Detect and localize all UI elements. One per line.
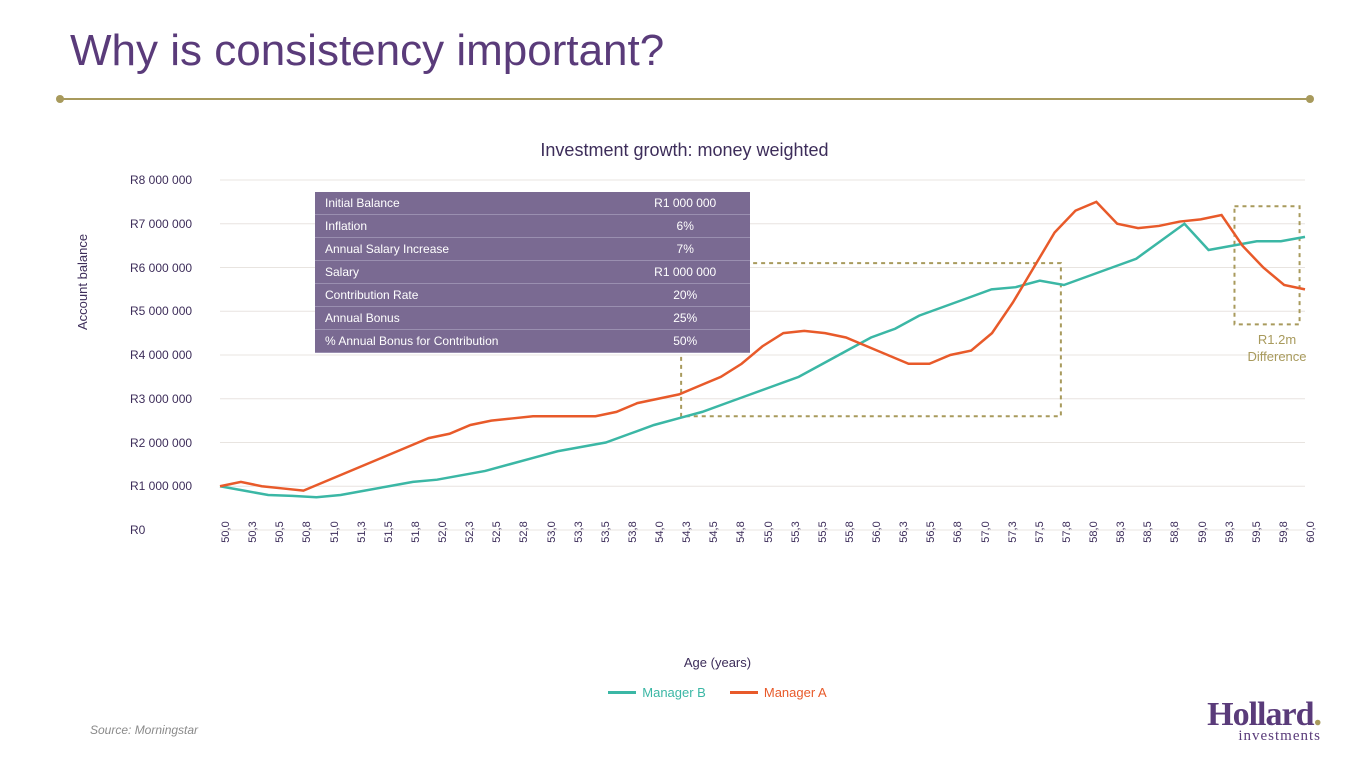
x-tick: 53,3 (573, 521, 585, 542)
brand-logo: Hollard. investments (1207, 696, 1321, 745)
x-tick: 54,3 (681, 521, 693, 542)
legend-label: Manager B (642, 685, 706, 700)
x-tick: 50,0 (220, 521, 232, 542)
x-tick: 59,0 (1197, 521, 1209, 542)
x-tick: 52,0 (437, 521, 449, 542)
y-tick: R4 000 000 (130, 348, 192, 362)
x-tick: 51,3 (356, 521, 368, 542)
param-label: Contribution Rate (315, 284, 620, 307)
param-value: 20% (620, 284, 750, 307)
x-tick: 58,0 (1088, 521, 1100, 542)
legend-item: Manager A (730, 685, 827, 700)
x-tick: 59,5 (1251, 521, 1263, 542)
x-tick: 60,0 (1305, 521, 1317, 542)
x-tick: 56,0 (871, 521, 883, 542)
param-value: 50% (620, 330, 750, 353)
x-tick: 52,3 (464, 521, 476, 542)
param-value: 25% (620, 307, 750, 330)
y-tick: R8 000 000 (130, 173, 192, 187)
x-tick: 55,0 (763, 521, 775, 542)
x-tick: 55,3 (790, 521, 802, 542)
param-row: Initial BalanceR1 000 000 (315, 192, 750, 215)
param-row: Annual Salary Increase7% (315, 238, 750, 261)
param-row: Inflation6% (315, 215, 750, 238)
y-tick: R2 000 000 (130, 436, 192, 450)
legend-item: Manager B (608, 685, 706, 700)
y-tick: R0 (130, 523, 145, 537)
y-tick: R5 000 000 (130, 304, 192, 318)
x-tick: 52,5 (491, 521, 503, 542)
x-tick: 50,3 (247, 521, 259, 542)
x-tick: 57,3 (1007, 521, 1019, 542)
x-tick: 50,8 (301, 521, 313, 542)
x-tick: 57,5 (1034, 521, 1046, 542)
x-tick: 56,8 (952, 521, 964, 542)
x-tick: 59,8 (1278, 521, 1290, 542)
y-tick: R7 000 000 (130, 217, 192, 231)
param-label: Annual Bonus (315, 307, 620, 330)
param-row: SalaryR1 000 000 (315, 261, 750, 284)
plot-region: 50,050,350,550,851,051,351,551,852,052,3… (220, 180, 1305, 530)
x-tick: 58,3 (1115, 521, 1127, 542)
x-tick: 57,8 (1061, 521, 1073, 542)
y-tick: R1 000 000 (130, 479, 192, 493)
param-label: Salary (315, 261, 620, 284)
x-tick: 54,8 (735, 521, 747, 542)
legend-swatch (730, 691, 758, 694)
param-value: R1 000 000 (620, 261, 750, 284)
x-axis-label: Age (years) (130, 655, 1305, 670)
x-tick: 59,3 (1224, 521, 1236, 542)
legend-label: Manager A (764, 685, 827, 700)
legend-swatch (608, 691, 636, 694)
x-tick: 55,5 (817, 521, 829, 542)
parameters-table: Initial BalanceR1 000 000Inflation6%Annu… (315, 192, 750, 353)
x-tick: 51,0 (329, 521, 341, 542)
x-tick: 53,0 (546, 521, 558, 542)
x-tick: 54,0 (654, 521, 666, 542)
x-tick: 53,5 (600, 521, 612, 542)
chart-area: Account balance Age (years) R0R1 000 000… (130, 180, 1305, 600)
param-value: 7% (620, 238, 750, 261)
x-tick: 53,8 (627, 521, 639, 542)
param-row: Contribution Rate20% (315, 284, 750, 307)
legend: Manager B Manager A (130, 682, 1305, 700)
source-text: Source: Morningstar (90, 723, 198, 737)
slide-title: Why is consistency important? (70, 26, 664, 76)
x-tick: 51,5 (383, 521, 395, 542)
param-label: Initial Balance (315, 192, 620, 215)
difference-annotation: R1.2m Difference (1224, 332, 1329, 366)
x-tick: 55,8 (844, 521, 856, 542)
param-label: Inflation (315, 215, 620, 238)
param-label: % Annual Bonus for Contribution (315, 330, 620, 353)
y-tick: R3 000 000 (130, 392, 192, 406)
param-row: Annual Bonus25% (315, 307, 750, 330)
x-tick: 51,8 (410, 521, 422, 542)
x-tick: 58,8 (1169, 521, 1181, 542)
x-tick: 56,5 (925, 521, 937, 542)
x-tick: 52,8 (518, 521, 530, 542)
x-tick: 57,0 (980, 521, 992, 542)
x-tick: 58,5 (1142, 521, 1154, 542)
y-tick: R6 000 000 (130, 261, 192, 275)
param-label: Annual Salary Increase (315, 238, 620, 261)
chart-title: Investment growth: money weighted (0, 140, 1369, 161)
x-tick: 56,3 (898, 521, 910, 542)
y-axis-label: Account balance (75, 234, 90, 330)
param-value: R1 000 000 (620, 192, 750, 215)
param-row: % Annual Bonus for Contribution50% (315, 330, 750, 353)
title-rule (60, 98, 1310, 100)
param-value: 6% (620, 215, 750, 238)
x-tick: 50,5 (274, 521, 286, 542)
x-tick: 54,5 (708, 521, 720, 542)
